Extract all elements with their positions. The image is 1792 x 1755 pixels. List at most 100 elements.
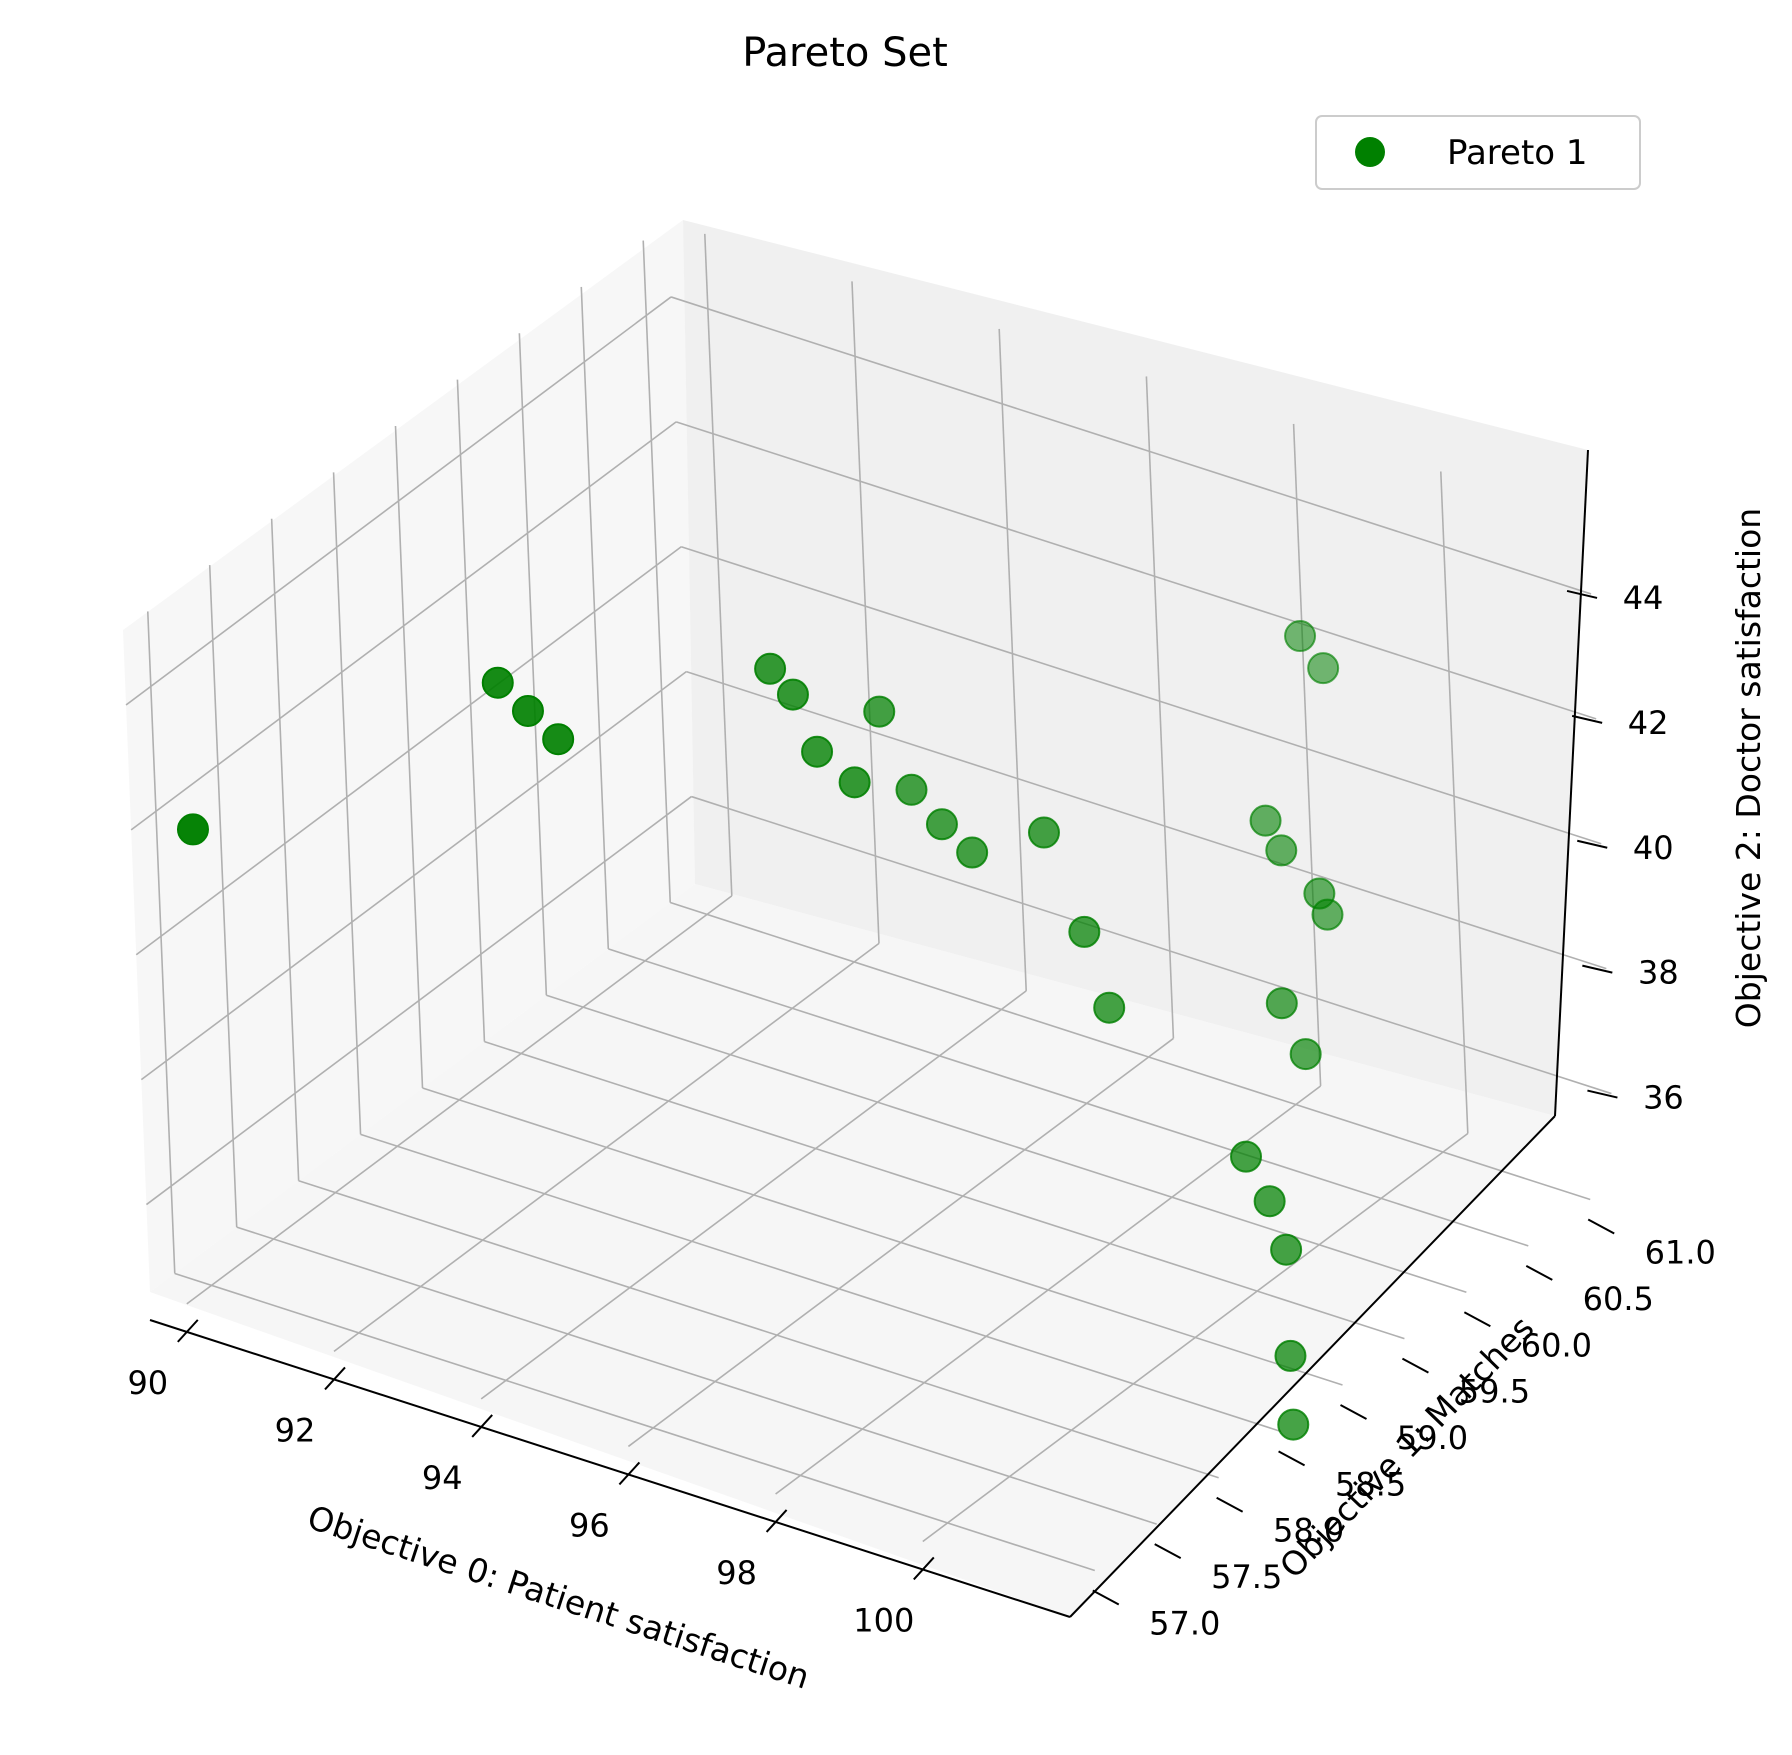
z-tick-label: 40: [1633, 829, 1674, 867]
legend-frame: [1315, 115, 1641, 190]
x-tick-mark: [471, 1414, 493, 1438]
scatter-point: [1265, 987, 1298, 1020]
scatter-point: [542, 723, 575, 756]
y-grid-line: [546, 994, 1467, 1294]
back-right-pane: [683, 220, 1588, 1116]
x-tick-mark: [765, 1509, 788, 1533]
scatter-point: [863, 695, 896, 728]
z-tick-label: 44: [1623, 579, 1664, 617]
z-axis-title: Objective 2: Doctor satisfaction: [1729, 508, 1768, 1028]
y-tick-mark: [1278, 1450, 1306, 1467]
z-tick-mark: [1577, 839, 1608, 849]
axis-lines: [149, 449, 1589, 1618]
x-tick-mark: [618, 1461, 641, 1486]
z-tick-mark: [1571, 714, 1603, 724]
x-tick-label: 96: [569, 1506, 610, 1544]
legend: Pareto 1: [1315, 115, 1641, 190]
grid-lines: [125, 233, 1612, 1572]
scatter-point: [1093, 991, 1126, 1024]
z-tick-mark: [1566, 589, 1598, 599]
legend-label: Pareto 1: [1447, 133, 1588, 173]
y-grid-line: [236, 1226, 1157, 1525]
y-grid-line: [642, 240, 672, 903]
x-tick-mark: [913, 1556, 935, 1581]
chart-title: Pareto Set: [742, 30, 948, 76]
scatter-point: [511, 694, 544, 727]
y-grid-line: [146, 611, 176, 1274]
z-tick-mark: [1582, 964, 1613, 974]
scatter-point: [1284, 620, 1317, 653]
y-tick-label: 57.0: [1149, 1604, 1220, 1642]
y-tick-label: 59.5: [1459, 1373, 1530, 1411]
z-grid-line: [125, 296, 672, 706]
x-tick-label: 98: [716, 1554, 757, 1592]
y-tick-label: 59.0: [1397, 1419, 1468, 1457]
x-tick-label: 90: [127, 1364, 168, 1402]
legend-marker: [1355, 137, 1385, 167]
scatter-point: [925, 808, 958, 841]
y-axis-line: [1069, 1115, 1556, 1618]
x-grid-line: [1145, 376, 1175, 1039]
x-grid-line: [704, 233, 733, 896]
y-grid-line: [456, 379, 486, 1042]
x-tick-mark: [324, 1366, 346, 1391]
y-tick-mark: [1463, 1311, 1491, 1328]
scatter-point: [754, 652, 787, 685]
scatter-point: [776, 678, 809, 711]
y-grid-line: [174, 1272, 1096, 1572]
scatter-point: [1307, 652, 1340, 685]
y-grid-line: [332, 472, 362, 1135]
scatter-point: [176, 813, 209, 846]
z-grid-line: [130, 421, 677, 831]
y-grid-line: [360, 1133, 1281, 1433]
y-tick-label: 57.5: [1211, 1558, 1282, 1596]
x-axis-title: Objective 0: Patient satisfaction: [303, 1497, 814, 1696]
y-grid-line: [669, 901, 1591, 1201]
y-tick-label: 58.5: [1335, 1465, 1406, 1503]
x-grid-line: [1292, 423, 1322, 1086]
scatter-point: [1253, 1185, 1286, 1218]
x-axis-line: [149, 1319, 1071, 1618]
scatter-point: [895, 773, 928, 806]
scatter-point: [1289, 1038, 1322, 1071]
z-tick-label: 36: [1643, 1079, 1684, 1117]
x-tick-label: 92: [275, 1411, 316, 1449]
y-grid-line: [484, 1040, 1405, 1340]
y-tick-mark: [1154, 1543, 1182, 1559]
scatter-point: [1265, 834, 1298, 867]
y-grid-line: [394, 425, 424, 1089]
y-tick-label: 60.5: [1583, 1280, 1654, 1318]
x-grid-line: [998, 328, 1027, 991]
y-grid-line: [518, 333, 548, 996]
z-grid-line: [135, 546, 682, 956]
scatter-point: [1230, 1140, 1263, 1173]
y-tick-label: 58.0: [1273, 1512, 1344, 1550]
scatter-point: [838, 766, 871, 799]
scatter-point: [1311, 898, 1344, 931]
y-tick-mark: [1340, 1404, 1367, 1420]
y-tick-mark: [1525, 1265, 1553, 1281]
y-grid-line: [580, 286, 610, 949]
x-tick-label: 94: [422, 1459, 463, 1497]
axis-ticks: 90 92 94 96 98 100 57.0 57.5 58.0 58.5 59.0 59.5 60.…: [127, 579, 1715, 1643]
y-grid-line: [298, 1179, 1219, 1479]
y-tick-mark: [1092, 1589, 1120, 1606]
y-tick-label: 60.0: [1521, 1326, 1592, 1364]
scatter-point: [1249, 804, 1282, 837]
z-grid-line: [680, 545, 1602, 845]
y-grid-line: [422, 1087, 1343, 1386]
scatter-point: [801, 735, 834, 768]
scatter-point: [1274, 1339, 1307, 1372]
scatter-point: [481, 666, 514, 699]
y-tick-mark: [1216, 1496, 1244, 1513]
scatter-points: [176, 620, 1344, 1441]
z-grid-line: [670, 296, 1592, 595]
z-grid-line: [675, 421, 1597, 720]
y-tick-mark: [1401, 1357, 1429, 1374]
z-tick-mark: [1587, 1089, 1618, 1099]
z-grid-line: [140, 671, 687, 1081]
z-tick-label: 42: [1628, 704, 1669, 742]
z-grid-line: [691, 795, 1612, 1095]
scatter-point: [956, 836, 989, 869]
y-grid-line: [208, 565, 238, 1228]
